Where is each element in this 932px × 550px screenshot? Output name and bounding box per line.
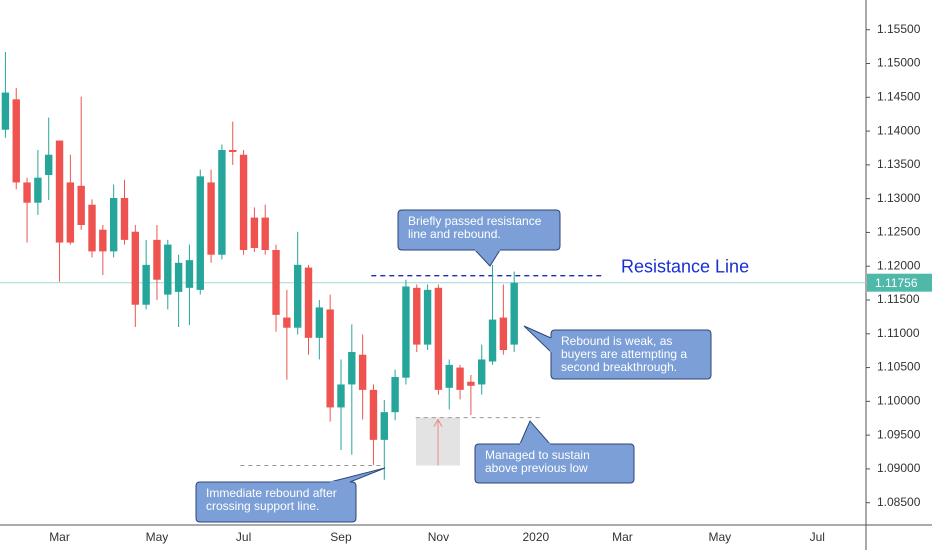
candle-body bbox=[229, 150, 237, 153]
callout-text: line and rebound. bbox=[408, 227, 501, 241]
y-tick-label: 1.12500 bbox=[877, 225, 921, 239]
x-tick-label: Nov bbox=[428, 530, 449, 544]
x-tick-label: Sep bbox=[330, 530, 352, 544]
candle-body bbox=[12, 99, 20, 183]
candle-body bbox=[1, 92, 10, 130]
candle-body bbox=[88, 204, 96, 252]
candle-body bbox=[423, 289, 432, 345]
candle-body bbox=[23, 182, 31, 203]
y-tick-label: 1.15000 bbox=[877, 56, 921, 70]
y-tick-label: 1.10500 bbox=[877, 360, 921, 374]
candle-body bbox=[218, 150, 226, 255]
x-tick-label: 2020 bbox=[522, 530, 549, 544]
candle-body bbox=[66, 182, 75, 243]
x-tick-label: Jul bbox=[236, 530, 251, 544]
callout-shape bbox=[550, 329, 712, 380]
candle-body bbox=[239, 154, 248, 250]
callout-text: above previous low bbox=[485, 461, 588, 475]
candle-body bbox=[45, 154, 53, 175]
candle-body bbox=[283, 317, 291, 328]
y-tick-label: 1.08500 bbox=[877, 495, 921, 509]
y-tick-label: 1.13500 bbox=[877, 157, 921, 171]
candle-body bbox=[304, 267, 313, 338]
y-tick-label: 1.14500 bbox=[877, 89, 921, 103]
y-tick-label: 1.09000 bbox=[877, 461, 921, 475]
candle-body bbox=[348, 352, 356, 385]
price-label: 1.11756 bbox=[875, 276, 918, 290]
candle-body bbox=[510, 282, 518, 345]
candle-body bbox=[55, 140, 64, 243]
callout-shape bbox=[474, 443, 635, 484]
y-tick-label: 1.10000 bbox=[877, 394, 921, 408]
y-tick-label: 1.14000 bbox=[877, 123, 921, 137]
callout-text: buyers are attempting a bbox=[561, 347, 687, 361]
candle-body bbox=[391, 377, 399, 413]
candle-body bbox=[488, 319, 497, 362]
candle-body bbox=[142, 264, 150, 305]
callout-pointer bbox=[519, 420, 552, 445]
candle-body bbox=[413, 287, 421, 345]
callout-pointer bbox=[523, 325, 552, 354]
resistance-label: Resistance Line bbox=[621, 256, 749, 276]
x-tick-label: Jul bbox=[810, 530, 825, 544]
y-tick-label: 1.11000 bbox=[877, 326, 920, 340]
candle-body bbox=[315, 307, 324, 338]
candle-body bbox=[272, 250, 280, 315]
candle-body bbox=[293, 264, 302, 328]
candle-body bbox=[478, 359, 486, 385]
callout-text: Rebound is weak, as bbox=[561, 334, 672, 348]
callout-pointer bbox=[329, 467, 386, 483]
candle-body bbox=[164, 244, 172, 295]
callout-shape bbox=[397, 209, 561, 251]
candle-body bbox=[358, 354, 367, 390]
candle-body bbox=[109, 197, 118, 252]
y-tick-label: 1.13000 bbox=[877, 191, 921, 205]
callout-text: Immediate rebound after bbox=[206, 486, 337, 500]
candle-body bbox=[499, 317, 508, 350]
candle-body bbox=[174, 262, 183, 292]
candle-body bbox=[369, 389, 378, 440]
callout-shape bbox=[195, 481, 357, 523]
candle-body bbox=[34, 177, 42, 203]
candle-body bbox=[467, 381, 475, 386]
y-tick-label: 1.11500 bbox=[877, 292, 920, 306]
candle-body bbox=[337, 384, 345, 408]
candle-body bbox=[185, 260, 194, 288]
candle-body bbox=[380, 412, 388, 440]
candle-body bbox=[196, 176, 204, 290]
arrow-head bbox=[433, 418, 443, 427]
candle-body bbox=[131, 231, 140, 305]
price-label-box bbox=[867, 273, 932, 292]
candle-body bbox=[207, 182, 215, 255]
candle-body bbox=[153, 239, 161, 280]
candle-body bbox=[250, 217, 259, 248]
candle-body bbox=[261, 217, 269, 250]
candle-body bbox=[434, 287, 443, 390]
y-tick-label: 1.15500 bbox=[877, 22, 921, 36]
y-tick-label: 1.09500 bbox=[877, 427, 921, 441]
callout-text: crossing support line. bbox=[206, 499, 319, 513]
candle-body bbox=[99, 229, 107, 252]
candle-body bbox=[445, 364, 453, 388]
callout-text: Briefly passed resistance bbox=[408, 214, 542, 228]
candle-body bbox=[77, 185, 85, 225]
y-tick-label: 1.12000 bbox=[877, 258, 921, 272]
callout-text: second breakthrough. bbox=[561, 360, 677, 374]
x-tick-label: Mar bbox=[49, 530, 70, 544]
x-tick-label: Mar bbox=[612, 530, 633, 544]
callout-text: Managed to sustain bbox=[485, 448, 590, 462]
candle-body bbox=[456, 367, 464, 390]
candle-body bbox=[326, 309, 334, 408]
callout-pointer bbox=[473, 249, 501, 267]
x-tick-label: May bbox=[146, 530, 169, 544]
candle-body bbox=[120, 197, 129, 240]
candle-body bbox=[402, 286, 410, 378]
x-tick-label: May bbox=[709, 530, 732, 544]
